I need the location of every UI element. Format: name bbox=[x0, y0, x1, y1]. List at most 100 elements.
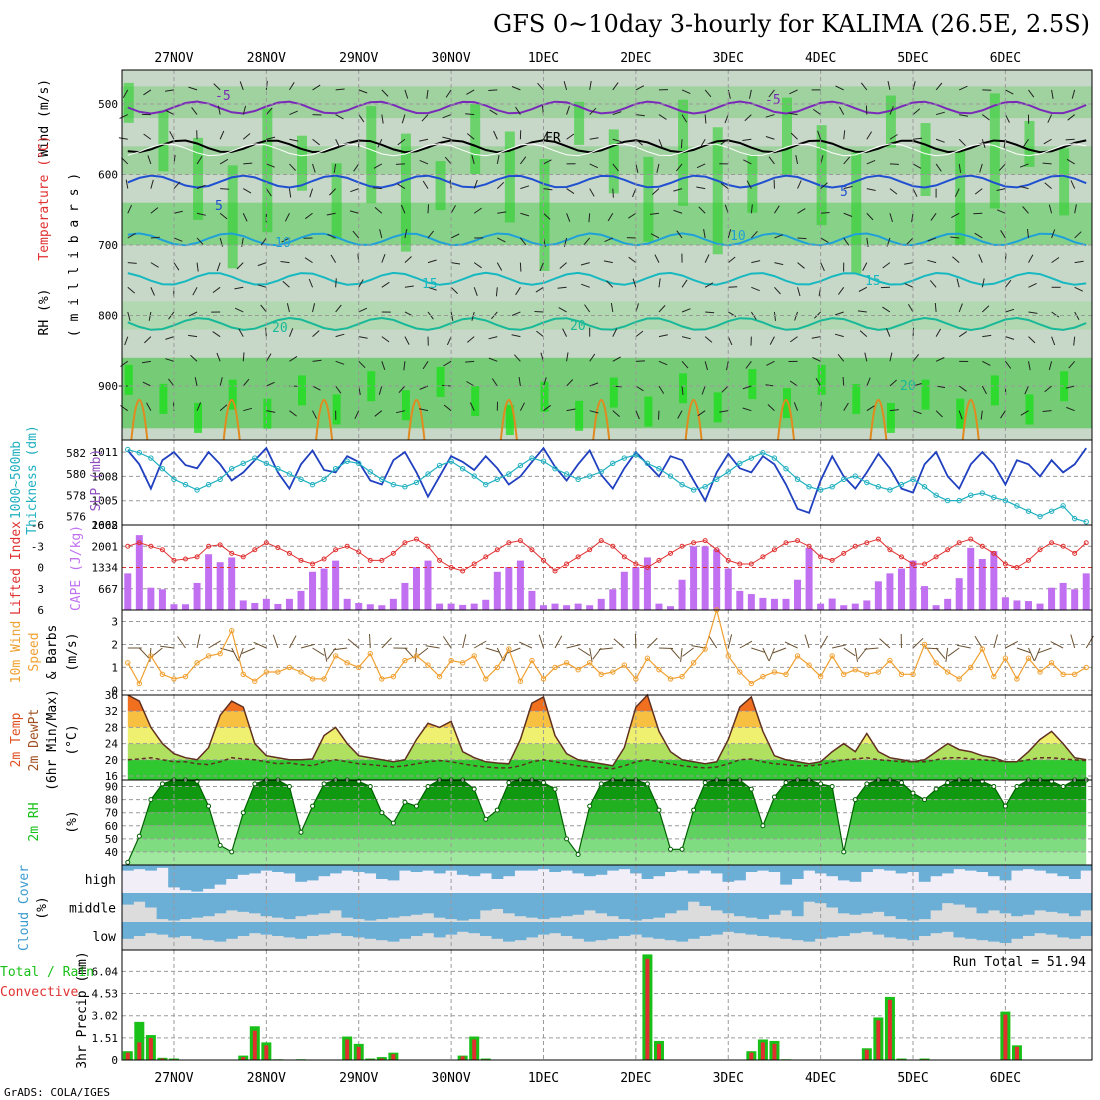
cape-bar bbox=[713, 549, 721, 610]
cape-bar bbox=[1024, 601, 1032, 610]
cloud-bar-low bbox=[722, 922, 735, 932]
contour-label: 20 bbox=[272, 321, 288, 336]
wind-barb bbox=[704, 254, 710, 263]
li-point bbox=[875, 536, 881, 542]
cloud-bar-middle bbox=[237, 893, 250, 912]
cloud-bar-middle bbox=[156, 893, 169, 920]
wind-barb bbox=[866, 159, 876, 165]
thickness-point bbox=[379, 476, 385, 483]
wind-barb bbox=[1047, 114, 1053, 123]
wind-barb bbox=[981, 385, 987, 395]
temperature-contour bbox=[592, 399, 611, 441]
cloud-bar-low bbox=[664, 922, 677, 941]
wind-speed-point bbox=[563, 660, 570, 666]
thickness-point bbox=[136, 450, 143, 456]
cloud-bar-middle bbox=[803, 893, 816, 902]
wind-barb bbox=[750, 230, 758, 239]
rh-point bbox=[483, 816, 489, 822]
wind-barb bbox=[238, 328, 244, 337]
wind-barb bbox=[974, 635, 983, 649]
wind-barb bbox=[887, 80, 891, 91]
cloud-bar-high bbox=[953, 865, 966, 870]
cape-bar bbox=[967, 547, 975, 610]
wind-barb bbox=[466, 336, 475, 343]
wind-barb bbox=[1073, 336, 1076, 346]
cloud-bar-middle bbox=[364, 893, 377, 921]
rh-point bbox=[125, 859, 131, 865]
cape-bar bbox=[285, 598, 293, 610]
wind-barb bbox=[947, 647, 960, 657]
wind-barb bbox=[820, 635, 829, 649]
wind-barb bbox=[243, 407, 253, 412]
wind-barb bbox=[335, 360, 345, 365]
cloud-bar-high bbox=[745, 865, 758, 872]
cloud-bar-low bbox=[757, 922, 769, 936]
li-point bbox=[898, 554, 904, 560]
wind-barb bbox=[974, 188, 983, 195]
precip-convective-bar bbox=[656, 1043, 661, 1060]
wind-speed-point bbox=[148, 653, 154, 659]
rh-point bbox=[506, 780, 512, 786]
thickness-point bbox=[1083, 519, 1089, 525]
li-point bbox=[910, 561, 916, 567]
li-point bbox=[1025, 557, 1031, 563]
wind-barb bbox=[726, 361, 729, 371]
wind-barb bbox=[793, 402, 799, 411]
wind-barb bbox=[1022, 206, 1029, 214]
wind-barb bbox=[335, 333, 345, 338]
cape-tick: 2668 bbox=[92, 519, 119, 532]
li-point bbox=[471, 561, 477, 567]
rh-blob bbox=[712, 127, 723, 255]
wind-barb bbox=[335, 88, 345, 91]
cape-bar bbox=[1048, 587, 1056, 610]
li-point bbox=[564, 561, 570, 567]
cloud-bar-high bbox=[814, 865, 827, 874]
wind-barb bbox=[635, 163, 639, 173]
rh-blob bbox=[367, 371, 376, 402]
wind-speed-point bbox=[656, 667, 662, 673]
wind-barb bbox=[958, 163, 962, 173]
thickness-point bbox=[286, 471, 293, 477]
cloud-bar-low bbox=[953, 922, 966, 938]
precip-total-bar bbox=[134, 1021, 145, 1060]
rh-tick: 40 bbox=[105, 846, 118, 859]
cloud-bar-middle bbox=[1057, 893, 1070, 914]
temp-tick: 32 bbox=[105, 705, 118, 718]
wind-barb bbox=[566, 105, 570, 115]
wind-speed-point bbox=[1037, 669, 1043, 675]
wind-barb bbox=[165, 110, 175, 116]
wind-barb bbox=[196, 634, 201, 649]
thickness-point bbox=[390, 481, 397, 488]
cloud-bar-low bbox=[526, 922, 539, 938]
thickness-point bbox=[309, 481, 316, 488]
wind-barb bbox=[1044, 385, 1052, 393]
cloud-bar-middle bbox=[514, 893, 527, 917]
cloud-bar-high bbox=[988, 865, 1000, 877]
rh-point bbox=[229, 849, 235, 855]
precip-convective-bar bbox=[391, 1054, 396, 1060]
thickness-point bbox=[875, 484, 882, 490]
thickness-point bbox=[471, 473, 477, 479]
li-tick: 0 bbox=[37, 562, 44, 575]
contour-label: -5 bbox=[765, 93, 781, 108]
precip-convective-bar bbox=[864, 1049, 869, 1060]
y-tick-label: 500 bbox=[98, 98, 118, 111]
wind-barb bbox=[742, 138, 752, 141]
thickness-point bbox=[794, 476, 801, 483]
rh-band bbox=[122, 202, 1092, 245]
wind-barb bbox=[1020, 410, 1029, 416]
cape-bar bbox=[505, 566, 513, 610]
thickness-point bbox=[298, 476, 304, 483]
wind-barb bbox=[443, 360, 452, 367]
wind-barb bbox=[401, 114, 406, 124]
wind-barb bbox=[558, 307, 567, 313]
wind-barb bbox=[742, 407, 752, 412]
wind-barb bbox=[404, 336, 410, 345]
wind-barb bbox=[704, 336, 713, 343]
wind-barb bbox=[583, 237, 591, 246]
wind-barb bbox=[1042, 162, 1052, 165]
wind-barb bbox=[253, 641, 267, 649]
li-point bbox=[668, 550, 674, 556]
wind-barb bbox=[797, 237, 807, 240]
thickness-point bbox=[656, 465, 662, 472]
